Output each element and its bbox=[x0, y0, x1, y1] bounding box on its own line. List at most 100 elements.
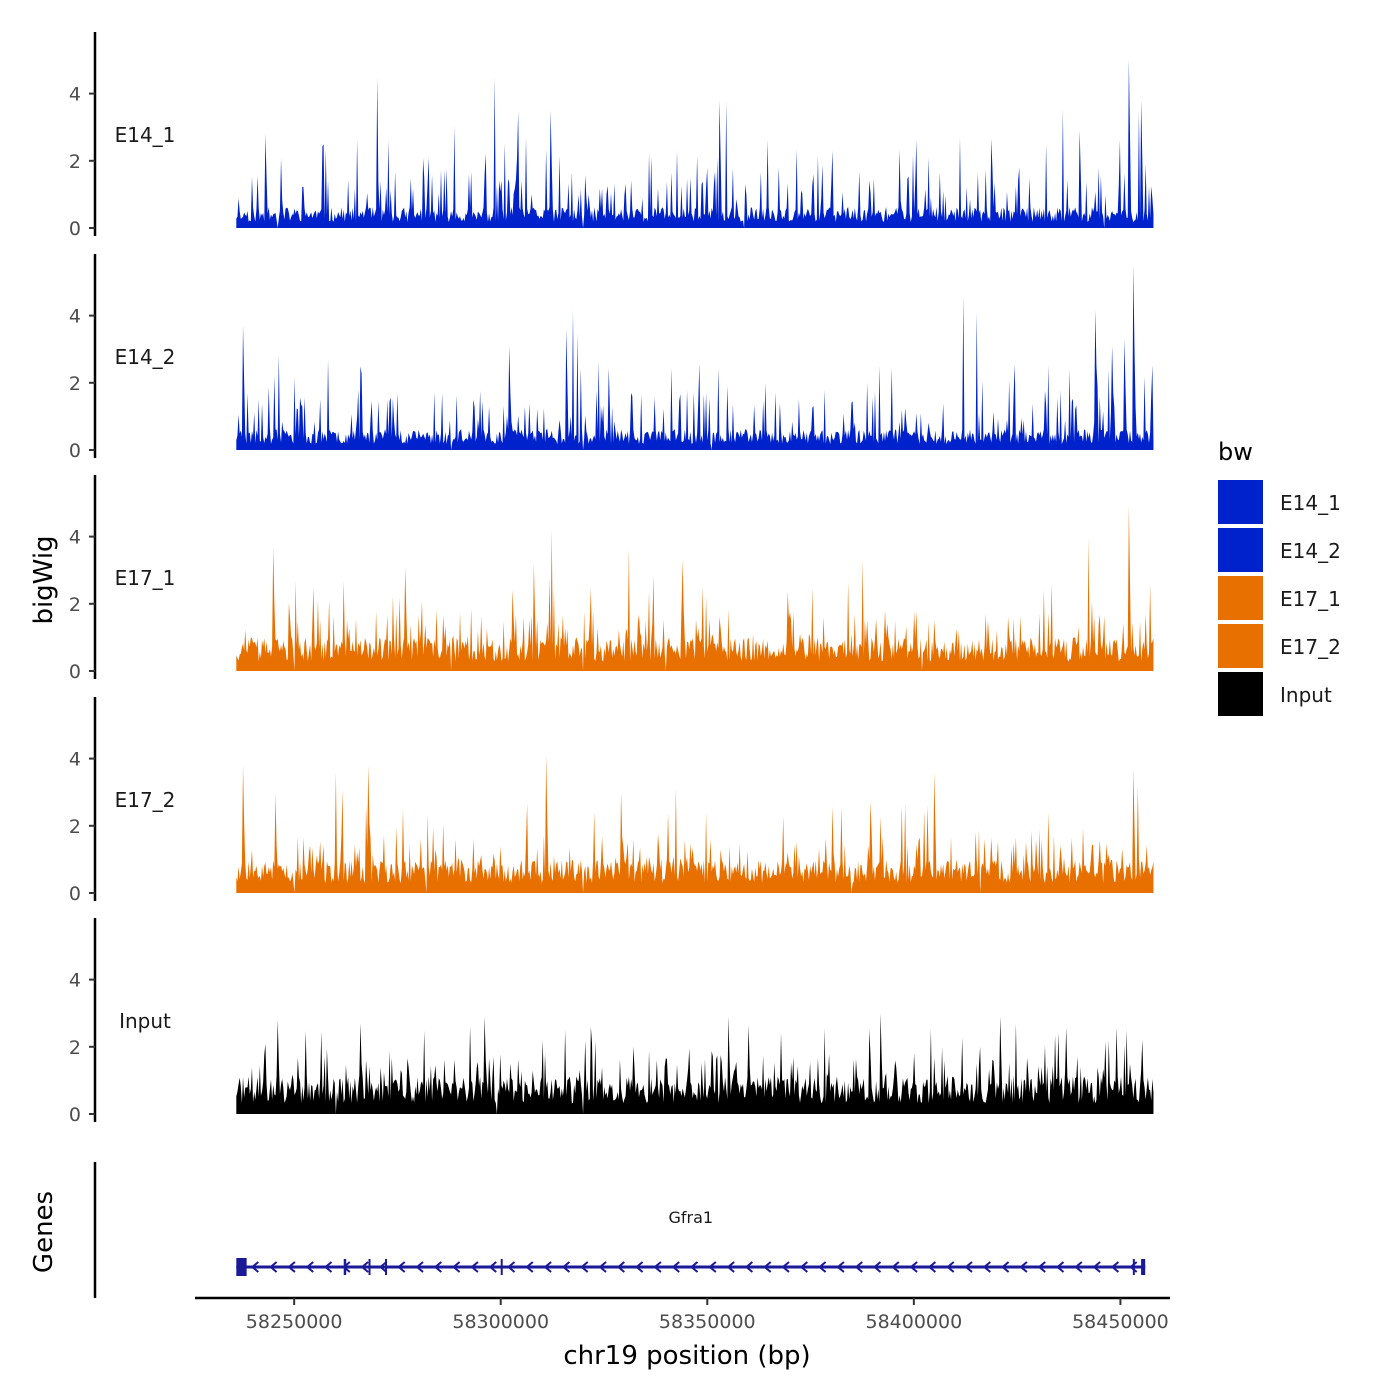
legend-swatch bbox=[1218, 528, 1263, 572]
strand-arrow bbox=[580, 1261, 589, 1273]
legend-swatch bbox=[1218, 672, 1263, 716]
signal-area bbox=[236, 506, 1154, 671]
strand-arrow bbox=[561, 1261, 571, 1273]
y-axis-title: bigWig bbox=[29, 535, 59, 624]
y-tick-label: 4 bbox=[69, 306, 81, 328]
x-tick-label: 58400000 bbox=[865, 1311, 962, 1333]
x-tick-label: 58300000 bbox=[452, 1311, 549, 1333]
strand-arrow bbox=[378, 1261, 388, 1273]
legend-label: Input bbox=[1280, 683, 1332, 707]
track-e14-1: 0 2 4 E14_1 bbox=[69, 32, 1154, 240]
strand-arrow bbox=[525, 1261, 534, 1273]
strand-arrow bbox=[689, 1261, 699, 1273]
gene-exon bbox=[1132, 1259, 1135, 1275]
signal-area bbox=[236, 60, 1154, 228]
gene-exon bbox=[500, 1259, 503, 1275]
strand-arrow bbox=[360, 1261, 369, 1273]
track-label: E17_1 bbox=[115, 566, 176, 590]
strand-arrow bbox=[781, 1261, 790, 1273]
strand-arrow bbox=[415, 1261, 424, 1273]
strand-arrow bbox=[506, 1261, 516, 1273]
track-e17-1: 0 2 4 E17_1 bbox=[69, 475, 1154, 683]
signal-area bbox=[236, 755, 1154, 893]
strand-arrow bbox=[598, 1261, 607, 1273]
strand-arrow bbox=[744, 1261, 754, 1273]
y-tick-label: 2 bbox=[69, 373, 81, 395]
strand-arrow bbox=[872, 1261, 882, 1273]
strand-arrow bbox=[982, 1261, 991, 1273]
y-tick-label: 0 bbox=[69, 1104, 81, 1126]
gene-name: Gfra1 bbox=[668, 1208, 713, 1227]
gene-panel: Gfra1 bbox=[93, 1162, 1146, 1298]
strand-arrow bbox=[891, 1261, 900, 1273]
legend-swatch bbox=[1218, 576, 1263, 620]
strand-arrow bbox=[763, 1261, 772, 1273]
strand-arrow bbox=[1092, 1261, 1101, 1273]
strand-arrow bbox=[1074, 1261, 1083, 1273]
strand-arrow bbox=[452, 1261, 461, 1273]
y-tick-label: 2 bbox=[69, 1037, 81, 1059]
y-tick-label: 2 bbox=[69, 816, 81, 838]
x-tick-label: 58250000 bbox=[246, 1311, 343, 1333]
strand-arrow bbox=[671, 1261, 680, 1273]
strand-arrow bbox=[470, 1261, 479, 1273]
strand-arrow bbox=[305, 1261, 314, 1273]
legend-label: E14_1 bbox=[1280, 491, 1341, 515]
track-label: E17_2 bbox=[115, 788, 176, 812]
strand-arrow bbox=[1019, 1261, 1028, 1273]
strand-arrow bbox=[726, 1261, 735, 1273]
y-tick-label: 2 bbox=[69, 151, 81, 173]
strand-arrow bbox=[397, 1261, 406, 1273]
strand-arrow bbox=[1037, 1261, 1046, 1273]
strand-arrow bbox=[708, 1261, 717, 1273]
gene-exon bbox=[343, 1259, 347, 1275]
genes-axis-title: Genes bbox=[29, 1191, 59, 1273]
strand-arrow bbox=[250, 1261, 259, 1273]
strand-arrow bbox=[269, 1261, 278, 1273]
gene-exon bbox=[1141, 1259, 1146, 1275]
strand-arrow bbox=[799, 1261, 808, 1273]
gene-exon bbox=[236, 1258, 247, 1276]
y-tick-label: 4 bbox=[69, 84, 81, 106]
y-tick-label: 0 bbox=[69, 440, 81, 462]
y-tick-label: 4 bbox=[69, 527, 81, 549]
strand-arrow bbox=[836, 1261, 845, 1273]
legend-swatch bbox=[1218, 480, 1263, 524]
legend: E14_1 E14_2 E17_1 E17_2 Input bbox=[1218, 480, 1341, 716]
signal-tracks: 0 2 4 E14_1 0 2 4 E14_2 0 2 4 E17_1 0 2 4 E17_2 0 2 4 Input bbox=[69, 32, 1154, 1126]
y-tick-label: 4 bbox=[69, 749, 81, 771]
legend-swatch bbox=[1218, 624, 1263, 668]
x-axis-title: chr19 position (bp) bbox=[563, 1341, 810, 1371]
track-label: E14_2 bbox=[115, 345, 176, 369]
y-tick-label: 0 bbox=[69, 218, 81, 240]
strand-arrow bbox=[1110, 1261, 1120, 1273]
strand-arrow bbox=[653, 1261, 662, 1273]
legend-label: E17_2 bbox=[1280, 635, 1341, 659]
y-tick-label: 4 bbox=[69, 970, 81, 992]
track-e14-2: 0 2 4 E14_2 bbox=[69, 254, 1154, 462]
gene-exon bbox=[385, 1259, 388, 1275]
y-tick-label: 2 bbox=[69, 594, 81, 616]
strand-arrow bbox=[488, 1261, 497, 1273]
signal-area bbox=[236, 265, 1154, 450]
strand-arrow bbox=[616, 1261, 625, 1273]
track-e17-2: 0 2 4 E17_2 bbox=[69, 697, 1154, 905]
y-tick-label: 0 bbox=[69, 661, 81, 683]
strand-arrow bbox=[1055, 1261, 1065, 1273]
strand-arrow bbox=[433, 1261, 442, 1273]
gene-exon bbox=[368, 1259, 371, 1275]
strand-arrow bbox=[946, 1261, 955, 1273]
track-label: Input bbox=[119, 1009, 171, 1033]
strand-arrow bbox=[854, 1261, 863, 1273]
track-input: 0 2 4 Input bbox=[69, 918, 1154, 1126]
strand-arrow bbox=[927, 1261, 937, 1273]
strand-arrow bbox=[1001, 1261, 1010, 1273]
legend-title: bw bbox=[1218, 438, 1253, 466]
x-axis: 58250000 58300000 58350000 58400000 58450000 bbox=[195, 1296, 1170, 1333]
strand-arrow bbox=[543, 1261, 552, 1273]
track-label: E14_1 bbox=[115, 123, 176, 147]
strand-arrow bbox=[909, 1261, 918, 1273]
strand-arrow bbox=[287, 1261, 296, 1273]
strand-arrow bbox=[964, 1261, 973, 1273]
x-tick-label: 58350000 bbox=[659, 1311, 756, 1333]
